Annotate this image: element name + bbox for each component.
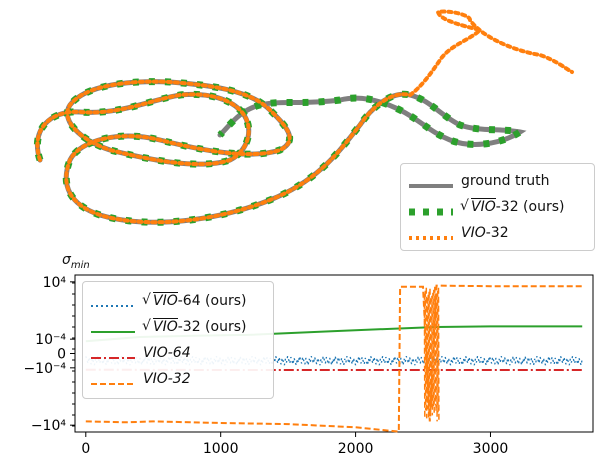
y-tick-label: 0 xyxy=(57,347,66,363)
vio-64-swatch xyxy=(91,348,135,359)
legend-label: ground truth xyxy=(461,173,550,189)
sigma-legend: VIO-64 (ours) VIO-32 (ours) VIO-64 VIO-3… xyxy=(82,281,274,399)
sqrt-symbol: VIO xyxy=(142,318,178,335)
legend-label-suffix: -64 (ours) xyxy=(177,293,247,309)
legend-label-main: VIO xyxy=(153,318,178,335)
legend-label: VIO-64 (ours) xyxy=(142,292,247,309)
vio-32-path xyxy=(35,9,574,225)
y-tick-label: 10⁴ xyxy=(43,275,67,291)
legend-label-main: VIO xyxy=(461,225,486,241)
legend-item-vio-32: VIO-32 xyxy=(83,368,191,390)
legend-item-ground-truth: ground truth xyxy=(401,170,549,192)
legend-item-sqrt-vio-32: VIO-32 (ours) xyxy=(83,316,246,338)
legend-label-main: VIO xyxy=(471,198,496,215)
x-tick-label: 1000 xyxy=(203,441,239,457)
x-tick-label: 2000 xyxy=(338,441,374,457)
legend-item-vio-64: VIO-64 xyxy=(83,342,191,364)
legend-label-suffix: -32 xyxy=(485,225,509,241)
x-ticks: 0 1000 2000 3000 xyxy=(81,432,508,457)
sqrt-vio-32-swatch xyxy=(91,322,135,333)
x-tick-label: 3000 xyxy=(473,441,509,457)
sqrt-vio-32-path xyxy=(33,78,530,226)
legend-label: VIO-32 xyxy=(461,225,509,241)
y-tick-label: −10⁴ xyxy=(31,418,67,434)
legend-label-suffix: -32 (ours) xyxy=(495,199,565,215)
trajectory-legend: ground truth VIO-32 (ours) VIO-32 xyxy=(400,163,595,251)
legend-label: VIO-32 (ours) xyxy=(142,318,247,335)
legend-label: VIO-32 xyxy=(143,371,191,387)
vio-32-swatch xyxy=(409,228,453,240)
legend-item-sqrt-vio-32: VIO-32 (ours) xyxy=(401,196,564,218)
legend-item-sqrt-vio-64: VIO-64 (ours) xyxy=(83,290,246,312)
y-tick-label: 10⁻⁴ xyxy=(35,332,66,348)
trajectory-plot xyxy=(33,9,574,226)
legend-label-main: VIO xyxy=(153,292,178,309)
legend-item-vio-32: VIO-32 xyxy=(401,222,509,244)
x-tick-label: 0 xyxy=(81,441,90,457)
y-ticks: 10⁴ 10⁻⁴0−10⁻⁴ −10⁴ xyxy=(23,275,75,434)
ground-truth-swatch xyxy=(409,176,453,188)
vio-32-swatch xyxy=(91,374,135,385)
legend-label: VIO-32 (ours) xyxy=(460,198,565,215)
series-line-oscillation xyxy=(423,286,440,422)
sqrt-symbol: VIO xyxy=(142,292,178,309)
y-axis-label: σmin xyxy=(62,252,90,271)
sqrt-vio-64-swatch xyxy=(91,296,135,307)
sqrt-vio-32-swatch xyxy=(409,202,453,216)
legend-label: VIO-64 xyxy=(143,345,191,361)
y-tick-label: −10⁻⁴ xyxy=(23,361,66,377)
series-line xyxy=(85,284,583,433)
sqrt-symbol: VIO xyxy=(460,198,496,215)
legend-label-suffix: -32 (ours) xyxy=(177,319,247,335)
